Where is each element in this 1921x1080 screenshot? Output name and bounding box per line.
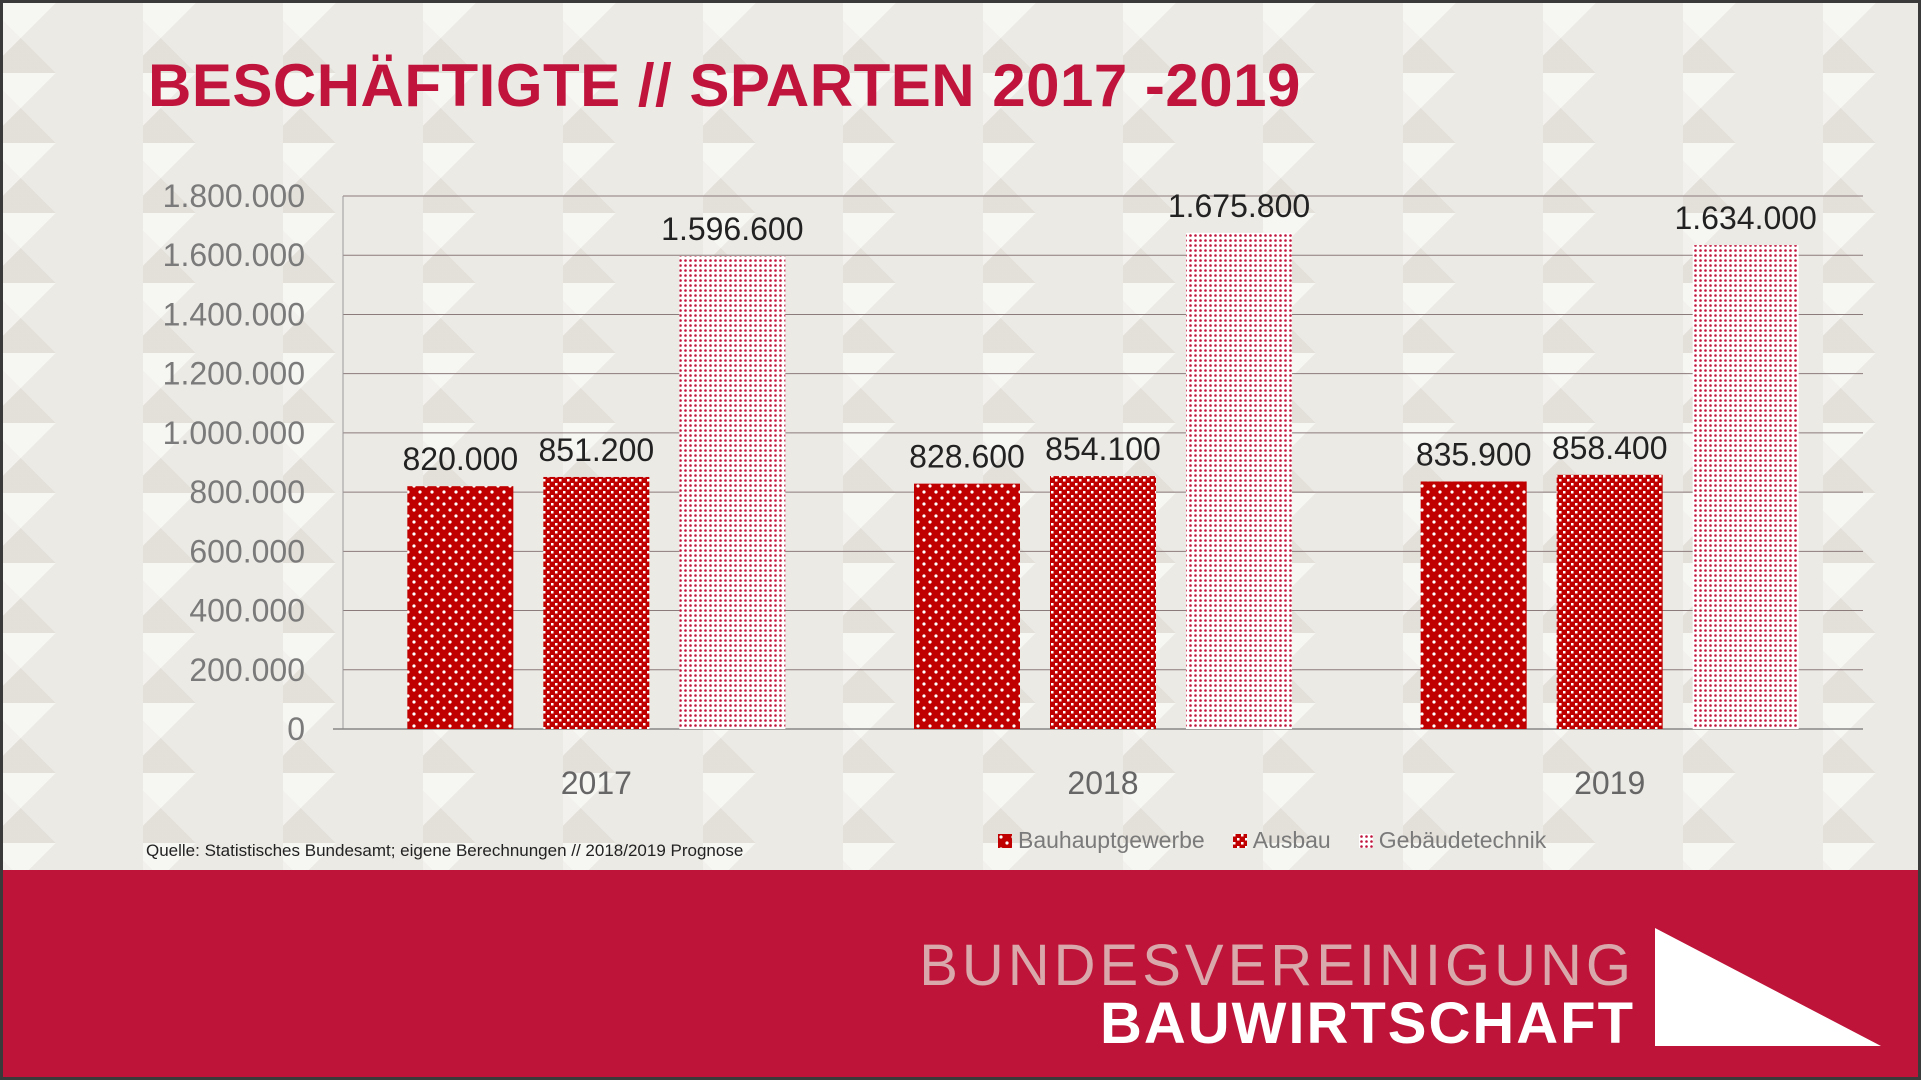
brand-name-line2: BAUWIRTSCHAFT [1099,991,1635,1056]
footer-banner: BUNDESVEREINIGUNG BAUWIRTSCHAFT [3,870,1918,1077]
y-tick-label: 200.000 [189,652,305,688]
x-tick-label: 2018 [1067,765,1138,801]
y-tick-label: 1.000.000 [163,415,305,451]
legend-label: Ausbau [1252,827,1331,853]
data-label: 828.600 [909,439,1025,475]
chart-title: BESCHÄFTIGTE // SPARTEN 2017 -2019 [148,52,1301,119]
legend-label: Gebäudetechnik [1378,827,1547,853]
legend-item-bauhauptgewerbe: Bauhauptgewerbe [998,827,1205,854]
slide: BESCHÄFTIGTE // SPARTEN 2017 -2019 0 200.… [3,3,1918,1077]
bar [1556,474,1663,729]
y-tick-label: 1.600.000 [163,237,305,273]
bar [1420,481,1527,729]
y-tick-label: 800.000 [189,474,305,510]
legend-item-gebaeudetechnik: Gebäudetechnik [1358,827,1547,854]
legend-swatch-ausbau [1232,833,1247,848]
y-tick-label: 1.800.000 [163,178,305,214]
data-label: 1.675.800 [1168,188,1310,224]
legend-swatch-gebaeudetechnik [1358,833,1373,848]
data-label: 1.634.000 [1674,200,1816,236]
bar [1692,245,1799,729]
bar [679,256,786,729]
legend-swatch-bauhauptgewerbe [998,833,1012,848]
data-label: 820.000 [402,441,518,477]
bar [543,476,650,729]
bar-chart: 0 200.000 400.000 600.000 800.000 1.000.000 1.… [163,178,1863,801]
source-note: Quelle: Statistisches Bundesamt; eigene … [146,841,744,860]
y-tick-label: 1.400.000 [163,296,305,332]
brand-name-line1: BUNDESVEREINIGUNG [919,933,1635,998]
bar [1186,232,1292,730]
data-label: 854.100 [1045,431,1161,467]
data-label: 858.400 [1552,430,1668,466]
x-tick-label: 2017 [561,765,632,801]
data-label: 1.596.600 [661,211,803,247]
y-tick-label: 0 [287,711,305,747]
data-label: 835.900 [1416,436,1532,472]
legend-item-ausbau: Ausbau [1232,827,1331,854]
bar [914,483,1020,729]
y-tick-label: 600.000 [189,533,305,569]
y-tick-label: 1.200.000 [163,356,305,392]
y-tick-label: 400.000 [189,593,305,629]
data-label: 851.200 [538,432,654,468]
logo-triangle-icon [1655,928,1881,1046]
chart-legend: Bauhauptgewerbe Ausbau Gebäudetechnik [998,827,1546,854]
x-tick-label: 2019 [1574,765,1645,801]
bar [1050,476,1156,729]
legend-label: Bauhauptgewerbe [1018,827,1205,853]
bar [407,486,514,729]
